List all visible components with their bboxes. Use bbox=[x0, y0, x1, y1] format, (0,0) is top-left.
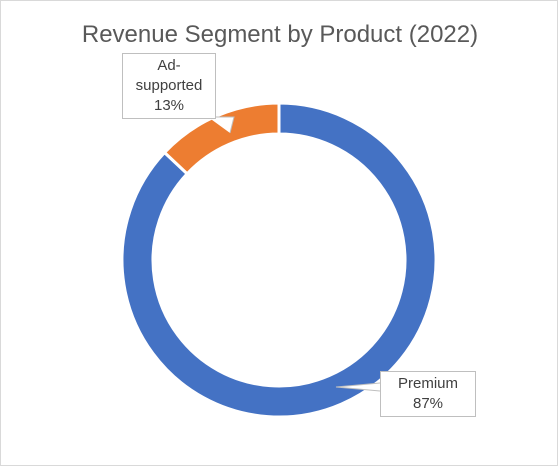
slice-premium bbox=[120, 101, 438, 419]
slice-ad-supported bbox=[162, 101, 281, 176]
data-label-ad-supported-value: 13% bbox=[153, 97, 185, 114]
data-label-ad-supported-name-line1: Ad- bbox=[157, 57, 181, 74]
leader-line-premium bbox=[335, 382, 381, 392]
leader-line-ad-supported bbox=[208, 116, 235, 134]
chart-title: Revenue Segment by Product (2022) bbox=[81, 21, 479, 48]
data-label-ad-supported-name-line2: supported bbox=[135, 77, 203, 94]
data-label-premium: Premium 87% bbox=[380, 371, 476, 417]
data-label-premium-value: 87% bbox=[412, 395, 444, 412]
data-label-ad-supported: Ad- supported 13% bbox=[122, 53, 216, 119]
data-label-premium-name: Premium bbox=[397, 375, 458, 392]
